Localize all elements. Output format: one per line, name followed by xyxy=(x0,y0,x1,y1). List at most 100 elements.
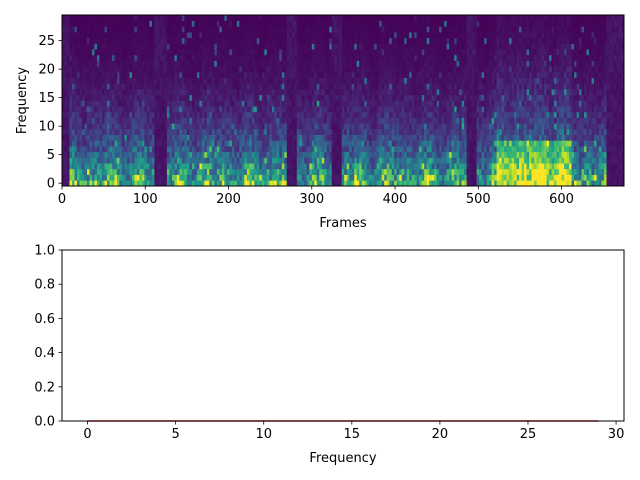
spectrogram-cell xyxy=(166,163,170,170)
spectrogram-cell xyxy=(139,129,143,135)
spectrogram-cell xyxy=(254,66,258,73)
spectrogram-cell xyxy=(364,151,368,158)
spectrogram-cell xyxy=(289,32,293,39)
spectrogram-cell xyxy=(311,20,315,27)
spectrogram-cell xyxy=(151,157,155,164)
spectrogram-cell xyxy=(121,117,125,124)
spectrogram-cell xyxy=(121,15,125,21)
spectrogram-cell xyxy=(461,20,465,27)
spectrogram-cell xyxy=(299,54,303,61)
spectrogram-cell xyxy=(191,94,195,101)
spectrogram-cell xyxy=(101,83,105,90)
spectrogram-cell xyxy=(321,37,325,44)
spectrogram-cell xyxy=(71,94,75,101)
spectrogram-cell xyxy=(319,163,323,170)
spectrogram-cell xyxy=(99,83,103,90)
spectrogram-cell xyxy=(259,60,263,67)
spectrogram-cell xyxy=(104,54,108,61)
spectrogram-cell xyxy=(89,94,93,101)
spectrogram-cell xyxy=(239,66,243,73)
spectrogram-cell xyxy=(269,163,273,170)
spectrogram-cell xyxy=(204,134,208,141)
spectrogram-cell xyxy=(124,49,128,56)
spectrogram-cell xyxy=(109,146,113,153)
spectrogram-cell xyxy=(96,26,100,33)
spectrogram-cell xyxy=(456,180,460,187)
spectrogram-cell xyxy=(231,140,235,147)
spectrogram-cell xyxy=(404,26,407,33)
spectrogram-cell xyxy=(229,37,233,44)
spectrogram-cell xyxy=(384,49,388,56)
spectrogram-cell xyxy=(176,180,180,187)
spectrogram-cell xyxy=(86,134,90,141)
spectrogram-cell xyxy=(116,66,120,73)
spectrogram-cell xyxy=(244,83,248,90)
spectrogram-cell xyxy=(321,146,325,153)
spectrogram-cell xyxy=(274,49,278,56)
spectrogram-cell xyxy=(216,151,220,158)
spectrogram-cell xyxy=(104,140,108,147)
spectrogram-cell xyxy=(334,180,338,187)
spectrogram-cell xyxy=(159,134,163,141)
spectrogram-cell xyxy=(251,77,255,84)
spectrogram-cell xyxy=(394,43,397,50)
spectrogram-cell xyxy=(421,54,425,61)
spectrogram-cell xyxy=(146,94,150,101)
spectrogram-cell xyxy=(384,106,388,113)
spectrogram-cell xyxy=(114,157,118,164)
spectrogram-cell xyxy=(124,83,128,90)
spectrogram-cell xyxy=(144,168,148,175)
spectrogram-cell xyxy=(176,49,180,56)
spectrogram-cell xyxy=(114,168,118,175)
spectrogram-cell xyxy=(159,157,163,164)
spectrogram-cell xyxy=(166,72,170,78)
spectrogram-cell xyxy=(441,66,445,73)
spectrogram-cell xyxy=(231,26,235,33)
spectrogram-cell xyxy=(381,60,385,67)
spectrogram-cell xyxy=(184,43,188,50)
spectrogram-cell xyxy=(266,37,270,44)
spectrogram-cell xyxy=(161,123,165,130)
spectrogram-cell xyxy=(211,49,215,56)
spectrogram-cell xyxy=(399,157,402,164)
spectrogram-cell xyxy=(279,83,283,90)
spectrogram-cell xyxy=(299,100,303,107)
spectrogram-cell xyxy=(399,89,402,96)
spectrogram-cell xyxy=(361,174,365,181)
spectrogram-cell xyxy=(364,43,368,50)
spectrogram-cell xyxy=(221,134,225,141)
spectrogram-cell xyxy=(219,43,223,50)
spectrogram-cell xyxy=(431,60,435,67)
spectrogram-cell xyxy=(379,83,383,90)
spectrogram-cell xyxy=(321,54,325,61)
spectrogram-cell xyxy=(201,72,205,78)
spectrogram-cell xyxy=(134,49,138,56)
spectrogram-cell xyxy=(466,123,470,130)
spectrogram-cell xyxy=(444,123,447,130)
spectrogram-cell xyxy=(336,66,340,73)
spectrogram-cell xyxy=(236,134,240,141)
spectrogram-cell xyxy=(329,89,333,96)
spectrogram-cell xyxy=(146,100,150,107)
spectrogram-cell xyxy=(304,123,308,130)
spectrogram-cell xyxy=(164,72,168,78)
spectrogram-cell xyxy=(381,140,385,147)
spectrogram-cell xyxy=(334,89,338,96)
spectrogram-cell xyxy=(211,106,215,113)
spectrogram-cell xyxy=(196,66,200,73)
spectrogram-cell xyxy=(89,100,93,107)
spectrogram-cell xyxy=(339,77,343,84)
spectrogram-cell xyxy=(264,157,268,164)
spectrogram-cell xyxy=(219,168,223,175)
spectrogram-cell xyxy=(139,106,143,113)
spectrogram-cell xyxy=(89,66,93,73)
spectrogram-cell xyxy=(74,140,78,147)
spectrogram-cell xyxy=(204,60,208,67)
spectrogram-cell xyxy=(284,77,288,84)
spectrogram-cell xyxy=(379,15,383,21)
spectrogram-cell xyxy=(279,151,283,158)
spectrogram-cell xyxy=(314,26,318,33)
spectrogram-cell xyxy=(159,60,163,67)
spectrogram-cell xyxy=(286,111,290,118)
spectrogram-cell xyxy=(404,151,407,158)
